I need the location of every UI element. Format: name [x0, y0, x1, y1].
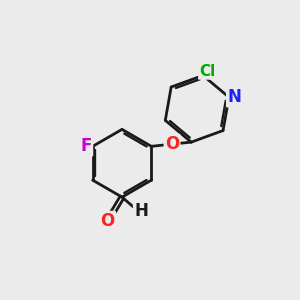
Text: O: O — [165, 135, 179, 153]
Text: H: H — [134, 202, 148, 220]
Text: O: O — [100, 212, 115, 230]
Text: Cl: Cl — [199, 64, 215, 79]
Text: N: N — [227, 88, 241, 106]
Text: F: F — [80, 137, 92, 155]
